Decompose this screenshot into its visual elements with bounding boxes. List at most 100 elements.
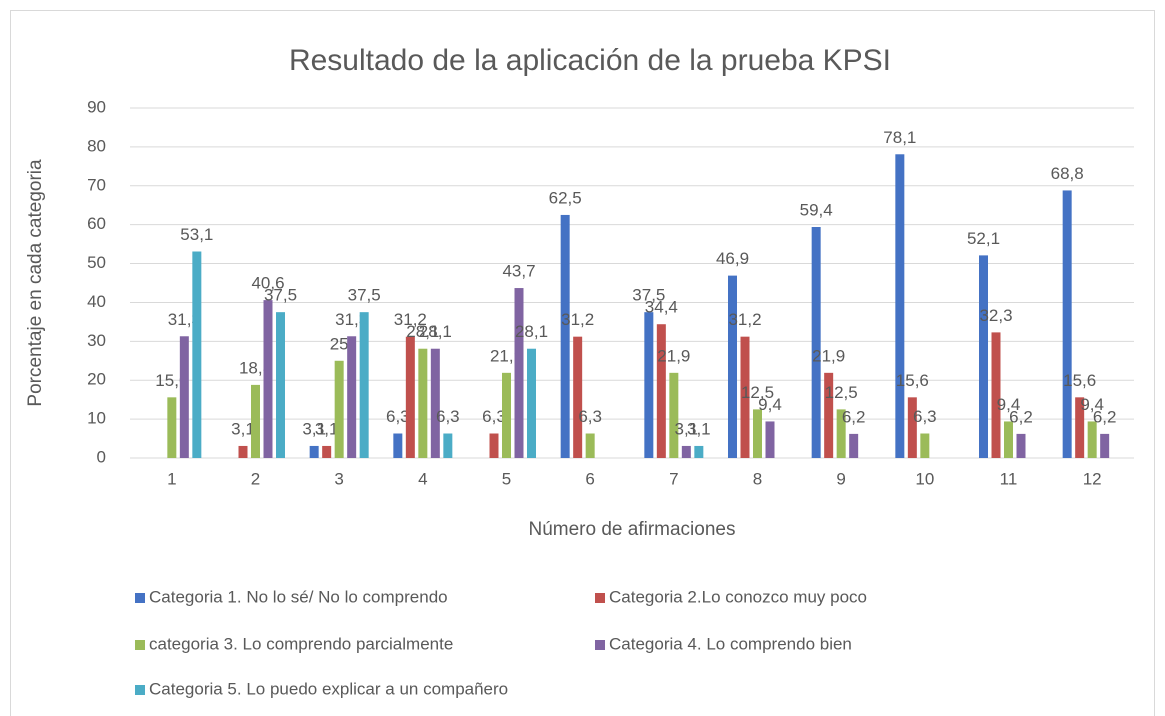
x-tick-label: 6	[585, 469, 594, 488]
bar	[644, 312, 654, 458]
x-tick-label: 8	[753, 469, 762, 488]
bar	[907, 397, 917, 458]
y-tick-label: 0	[97, 447, 106, 466]
data-label: 6,2	[1093, 407, 1117, 426]
x-tick-label: 2	[251, 469, 260, 488]
legend-swatch	[135, 593, 145, 603]
y-axis-title: Porcentaje en cada categoria	[25, 159, 46, 407]
bar	[405, 336, 415, 458]
legend-swatch	[595, 593, 605, 603]
legend-swatch	[595, 640, 605, 650]
data-label: 6,2	[842, 407, 866, 426]
y-tick-label: 20	[87, 370, 106, 389]
data-label: 12,5	[825, 383, 858, 402]
legend-label: Categoria 1. No lo sé/ No lo comprendo	[149, 587, 448, 606]
data-label: 21,9	[657, 346, 690, 365]
data-label: 37,5	[264, 286, 297, 305]
data-label: 6,3	[913, 407, 937, 426]
data-label: 15,6	[896, 371, 929, 390]
data-label: 28,1	[419, 322, 452, 341]
bar	[560, 214, 570, 458]
bar	[836, 409, 846, 458]
data-label: 3,1	[315, 419, 339, 438]
data-label: 31,2	[561, 310, 594, 329]
bar	[920, 433, 930, 458]
data-label: 21,9	[812, 346, 845, 365]
bar	[251, 384, 260, 458]
bar	[1016, 433, 1026, 458]
x-tick-label: 4	[418, 469, 427, 488]
legend-label: categoria 3. Lo comprendo parcialmente	[149, 634, 453, 653]
bar	[276, 312, 285, 458]
data-label: 43,7	[502, 262, 535, 281]
data-label: 3,1	[302, 419, 326, 438]
legend-swatch	[135, 685, 145, 695]
bar	[849, 433, 859, 458]
bar	[656, 324, 666, 458]
data-label: 12,5	[741, 383, 774, 402]
bar	[740, 336, 750, 458]
bar	[359, 312, 369, 458]
data-label: 53,1	[180, 225, 213, 244]
bar	[489, 433, 499, 458]
bar	[1062, 190, 1072, 458]
data-label: 78,1	[883, 128, 916, 147]
data-label: 31,2	[728, 310, 761, 329]
bar	[811, 227, 821, 458]
bar	[238, 445, 248, 458]
data-label: 52,1	[967, 229, 1000, 248]
bar	[502, 372, 511, 458]
y-tick-label: 40	[87, 292, 106, 311]
legend-label: Categoria 5. Lo puedo explicar a un comp…	[149, 679, 508, 698]
y-tick-label: 50	[87, 253, 106, 272]
bar	[895, 154, 905, 458]
bar	[694, 445, 704, 458]
data-label: 9,4	[758, 395, 782, 414]
bar	[192, 251, 202, 458]
data-label: 15,6	[1063, 371, 1096, 390]
data-label: 25	[330, 334, 349, 353]
data-label: 28,1	[515, 322, 548, 341]
data-label: 32,3	[979, 306, 1012, 325]
bar	[1075, 397, 1085, 458]
data-label: 9,4	[997, 395, 1021, 414]
data-label: 6,3	[386, 407, 410, 426]
x-tick-label: 5	[502, 469, 511, 488]
bar	[1004, 421, 1013, 458]
y-tick-label: 60	[87, 214, 106, 233]
bar	[991, 332, 1001, 458]
bar	[443, 433, 453, 458]
chart-title: Resultado de la aplicación de la prueba …	[289, 44, 891, 77]
bar	[179, 336, 189, 458]
bar	[430, 348, 440, 458]
data-label: 6,3	[482, 407, 506, 426]
bar	[167, 397, 177, 458]
data-label: 3,1	[675, 419, 699, 438]
bar	[585, 433, 595, 458]
data-label: 9,4	[1080, 395, 1104, 414]
y-tick-label: 80	[87, 136, 106, 155]
bar	[681, 445, 691, 458]
bar	[418, 348, 428, 458]
data-label: 3,1	[231, 419, 255, 438]
bar	[322, 445, 332, 458]
bar	[979, 255, 988, 458]
data-label: 28,1	[406, 322, 439, 341]
data-label: 34,4	[645, 298, 678, 317]
data-label: 62,5	[549, 188, 582, 207]
bar	[1087, 421, 1097, 458]
x-tick-label: 10	[915, 469, 934, 488]
y-tick-label: 70	[87, 175, 106, 194]
bar	[514, 288, 524, 458]
bar	[263, 300, 273, 458]
bar	[728, 275, 737, 458]
x-tick-label: 1	[167, 469, 176, 488]
x-axis-title: Número de afirmaciones	[529, 519, 736, 540]
bar	[309, 445, 319, 458]
data-label: 37,5	[348, 286, 381, 305]
data-label: 46,9	[716, 249, 749, 268]
y-tick-label: 30	[87, 331, 106, 350]
bar	[765, 421, 775, 458]
bar	[824, 372, 834, 458]
bar	[393, 433, 403, 458]
